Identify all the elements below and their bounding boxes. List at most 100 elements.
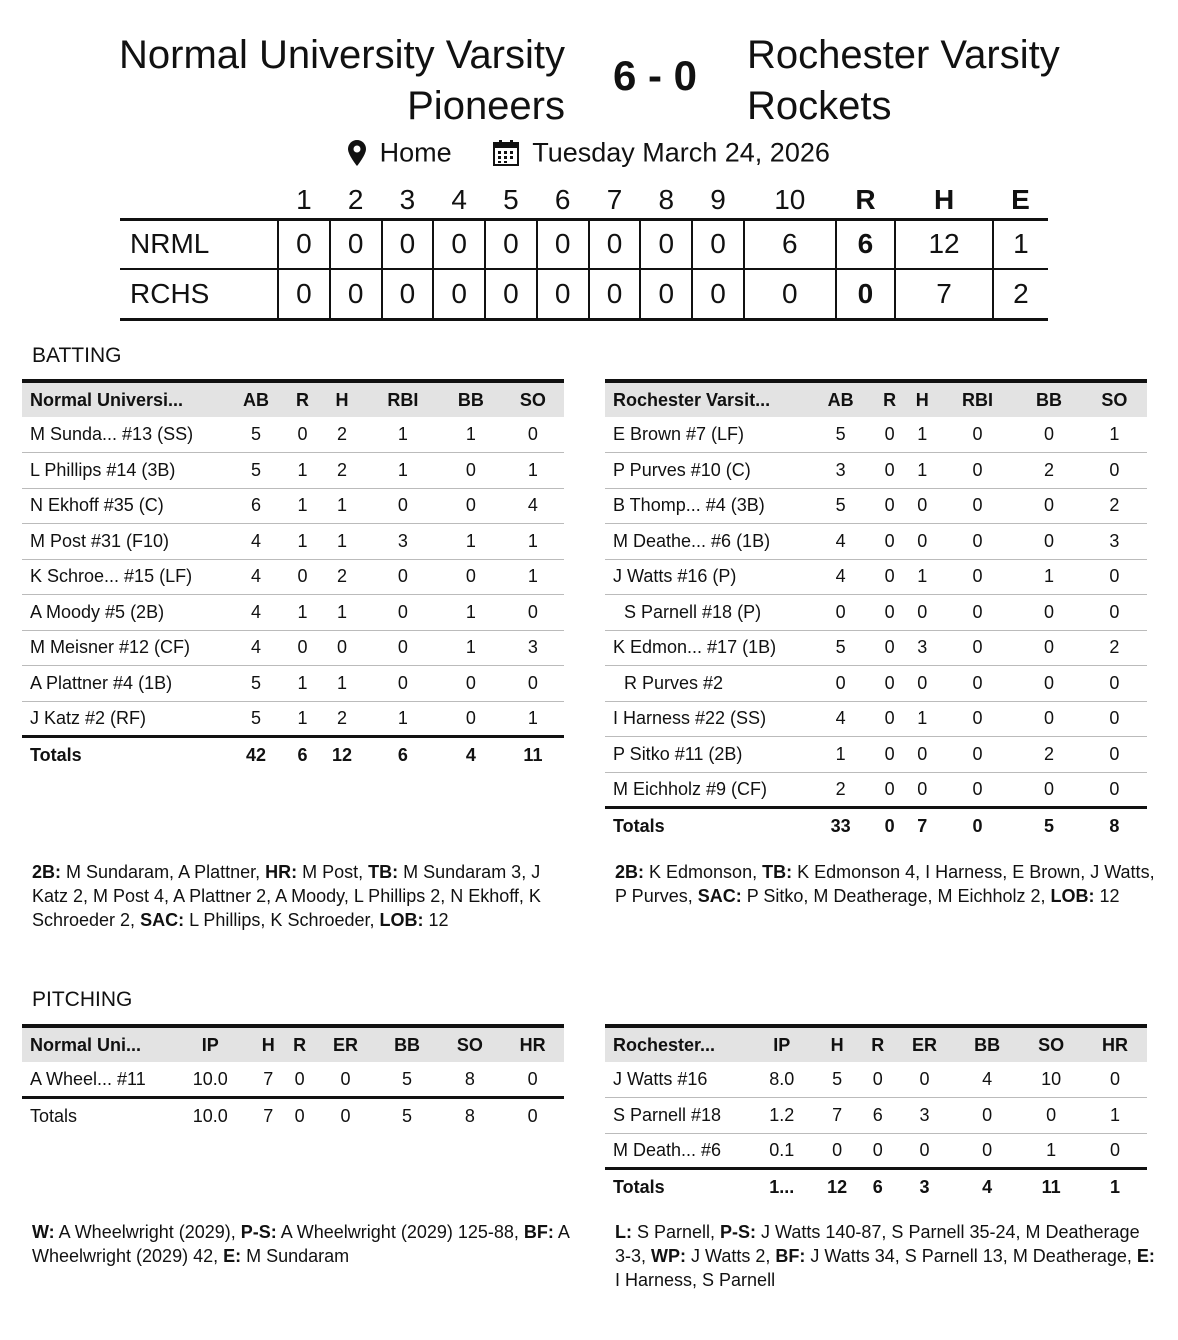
- calendar-icon: [492, 139, 519, 166]
- column-header: BB: [439, 379, 502, 417]
- stat-cell: 1: [365, 417, 440, 453]
- total-errors: 2: [991, 269, 1048, 321]
- player-row: M Sunda... #13 (SS) 5 0 2 1 1 0: [22, 417, 564, 453]
- player-name: J Watts #16 (P): [605, 559, 808, 595]
- stat-cell: 0: [1016, 665, 1082, 702]
- inning-runs: 0: [484, 217, 537, 270]
- player-name: K Edmon... #17 (1B): [605, 630, 808, 666]
- stat-cell: 1: [1083, 1097, 1147, 1134]
- player-name: S Parnell #18 (P): [605, 594, 808, 631]
- stat-cell: 1.2: [751, 1097, 813, 1134]
- player-row: S Parnell #18 1.2 7 6 3 0 0 1: [605, 1097, 1147, 1134]
- stat-cell: 8: [438, 1062, 502, 1098]
- column-header: BB: [375, 1024, 439, 1062]
- inning-header: 8: [658, 184, 675, 216]
- total-hits: 7: [894, 269, 993, 321]
- stat-cell: 1: [501, 452, 564, 489]
- total-runs: 6: [834, 217, 896, 270]
- inning-header: R: [855, 184, 876, 216]
- player-row: E Brown #7 (LF) 5 0 1 0 0 1: [605, 417, 1147, 453]
- player-row: M Post #31 (F10) 4 1 1 3 1 1: [22, 523, 564, 560]
- totals-label: Totals: [605, 1167, 751, 1204]
- totals-label: Totals: [22, 1096, 168, 1133]
- inning-runs: 0: [277, 217, 330, 270]
- stat-cell: 1: [439, 523, 502, 560]
- player-row: B Thomp... #4 (3B) 5 0 0 0 0 2: [605, 488, 1147, 524]
- stat-cell: 0: [905, 523, 939, 560]
- column-header: H: [905, 379, 939, 417]
- away-team-name: Rochester Varsity Rockets: [747, 33, 1060, 128]
- player-name: A Wheel... #11: [22, 1062, 168, 1098]
- column-header: SO: [1081, 379, 1147, 417]
- stat-cell: 0: [1016, 630, 1082, 666]
- player-name: M Death... #6: [605, 1133, 751, 1169]
- stat-cell: 0: [501, 594, 564, 631]
- stats-header-row: Rochester... IP H R ER BB SO HR: [605, 1024, 1147, 1062]
- total-cell: 4: [955, 1167, 1020, 1204]
- stat-cell: 10: [1019, 1062, 1084, 1098]
- column-header: ER: [893, 1024, 956, 1062]
- total-cell: 11: [501, 735, 564, 772]
- player-name: M Sunda... #13 (SS): [22, 417, 225, 453]
- stat-cell: 1: [287, 701, 319, 737]
- stat-cell: 0: [501, 665, 564, 702]
- stat-cell: 0: [955, 1133, 1020, 1169]
- stat-cell: 3: [365, 523, 440, 560]
- player-row: A Plattner #4 (1B) 5 1 1 0 0 0: [22, 665, 564, 702]
- player-row: A Wheel... #11 10.0 7 0 0 5 8 0: [22, 1062, 564, 1098]
- total-cell: 0: [873, 806, 906, 843]
- player-row: P Sitko #11 (2B) 1 0 0 0 2 0: [605, 736, 1147, 773]
- inning-runs: 0: [484, 269, 537, 321]
- stat-cell: 0: [873, 417, 906, 453]
- note-label: LOB:: [1050, 886, 1095, 906]
- stat-cell: 0: [501, 417, 564, 453]
- total-cell: 5: [1016, 806, 1082, 843]
- total-cell: 5: [375, 1096, 439, 1133]
- stat-cell: 0: [1081, 594, 1147, 631]
- game-date: Tuesday March 24, 2026: [532, 137, 830, 168]
- player-row: P Purves #10 (C) 3 0 1 0 2 0: [605, 452, 1147, 489]
- stat-cell: 2: [1081, 630, 1147, 666]
- column-header: SO: [438, 1024, 502, 1062]
- note-label: P-S:: [720, 1222, 757, 1242]
- column-header: R: [287, 379, 319, 417]
- total-cell: 0: [938, 806, 1017, 843]
- stat-cell: 1: [318, 488, 366, 524]
- total-cell: 6: [861, 1167, 894, 1204]
- away-pitching-table: Rochester... IP H R ER BB SO HR J Watts #16 8.0 5 0…: [605, 1024, 1147, 1204]
- column-header: SO: [1019, 1024, 1084, 1062]
- stat-cell: 5: [375, 1062, 439, 1098]
- home-batting-notes: 2B: M Sundaram, A Plattner, HR: M Post, …: [32, 860, 572, 932]
- stat-cell: 0: [873, 701, 906, 737]
- player-name: N Ekhoff #35 (C): [22, 488, 225, 524]
- home-pitching-table: Normal Uni... IP H R ER BB SO HR A Wheel... #11 1…: [22, 1024, 564, 1133]
- stat-cell: 4: [225, 594, 288, 631]
- stat-cell: 0: [1016, 772, 1082, 808]
- team-abbr: RCHS: [120, 269, 278, 321]
- total-hits: 12: [894, 217, 993, 270]
- game-header: Normal University Varsity Pioneers 6 - 0…: [0, 30, 1178, 130]
- away-batting-table: Rochester Varsit... AB R H RBI BB SO E Brown #7…: [605, 379, 1147, 843]
- stat-cell: 0: [938, 665, 1017, 702]
- stat-cell: 0: [287, 559, 319, 595]
- stat-cell: 2: [808, 772, 874, 808]
- inning-runs: 0: [691, 269, 744, 321]
- stat-cell: 0: [1016, 488, 1082, 524]
- total-cell: 7: [905, 806, 939, 843]
- stat-cell: 0: [1081, 772, 1147, 808]
- player-row: A Moody #5 (2B) 4 1 1 0 1 0: [22, 594, 564, 631]
- stat-cell: 2: [1081, 488, 1147, 524]
- stat-cell: 0: [1081, 452, 1147, 489]
- note-text: L Phillips, K Schroeder,: [184, 910, 380, 930]
- note-label: P-S:: [240, 1222, 277, 1242]
- total-cell: 0: [501, 1096, 564, 1133]
- inning-header: 9: [710, 184, 726, 216]
- column-header: AB: [225, 379, 288, 417]
- note-label: TB:: [762, 862, 793, 882]
- inning-runs: 0: [691, 217, 744, 270]
- note-label: E:: [223, 1246, 242, 1266]
- stat-cell: 3: [1081, 523, 1147, 560]
- note-label: SAC:: [697, 886, 742, 906]
- player-row: J Katz #2 (RF) 5 1 2 1 0 1: [22, 701, 564, 737]
- column-header: AB: [808, 379, 874, 417]
